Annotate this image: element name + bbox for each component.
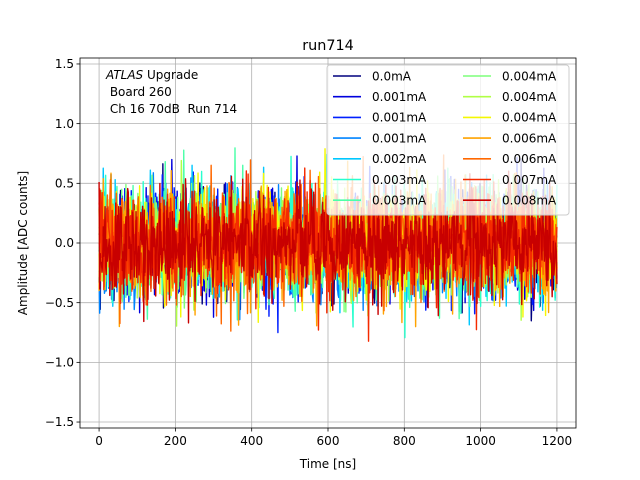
y-axis: −1.5 −1.0 −0.5 0.0 0.5 1.0 1.5 (45, 57, 80, 429)
y-tick-label: −1.0 (45, 356, 74, 370)
x-axis: 0 200 400 600 800 1000 1200 (95, 428, 572, 448)
legend-frame (326, 64, 570, 216)
legend-label-10: 0.006mA (502, 131, 557, 145)
legend: 0.0mA 0.001mA 0.001mA 0.001mA 0.002mA 0.003mA… (326, 64, 570, 216)
legend-label-5: 0.003mA (372, 173, 427, 187)
y-tick-label: 1.5 (55, 57, 74, 71)
x-tick-label: 200 (164, 434, 187, 448)
y-tick-label: −1.5 (45, 415, 74, 429)
legend-label-11: 0.006mA (502, 152, 557, 166)
annotation-line-1: ATLAS Upgrade (105, 68, 198, 82)
legend-label-9: 0.004mA (502, 111, 557, 125)
legend-label-2: 0.001mA (372, 111, 427, 125)
x-tick-label: 400 (240, 434, 263, 448)
x-tick-label: 600 (317, 434, 340, 448)
x-tick-label: 0 (95, 434, 103, 448)
legend-label-12: 0.007mA (502, 173, 557, 187)
legend-label-8: 0.004mA (502, 90, 557, 104)
legend-label-3: 0.001mA (372, 131, 427, 145)
x-tick-label: 1200 (542, 434, 573, 448)
x-tick-label: 800 (393, 434, 416, 448)
chart-title: run714 (302, 38, 354, 54)
y-tick-label: 1.0 (55, 117, 74, 131)
atlas-annotation: ATLAS Upgrade Board 260 Ch 16 70dB Run 7… (105, 68, 237, 116)
legend-label-13: 0.008mA (502, 194, 557, 208)
legend-label-0: 0.0mA (372, 69, 412, 83)
annotation-line-2: Board 260 (106, 85, 172, 99)
y-tick-label: 0.0 (55, 236, 74, 250)
x-axis-label: Time [ns] (299, 457, 356, 471)
annotation-line-3: Ch 16 70dB Run 714 (106, 102, 237, 116)
upgrade-label: Upgrade (143, 68, 198, 82)
x-tick-label: 1000 (465, 434, 496, 448)
atlas-label: ATLAS (105, 68, 144, 82)
legend-label-4: 0.002mA (372, 152, 427, 166)
y-tick-label: −0.5 (45, 296, 74, 310)
legend-label-6: 0.003mA (372, 194, 427, 208)
legend-label-1: 0.001mA (372, 90, 427, 104)
y-tick-label: 0.5 (55, 177, 74, 191)
legend-label-7: 0.004mA (502, 69, 557, 83)
y-axis-label: Amplitude [ADC counts] (16, 171, 30, 315)
